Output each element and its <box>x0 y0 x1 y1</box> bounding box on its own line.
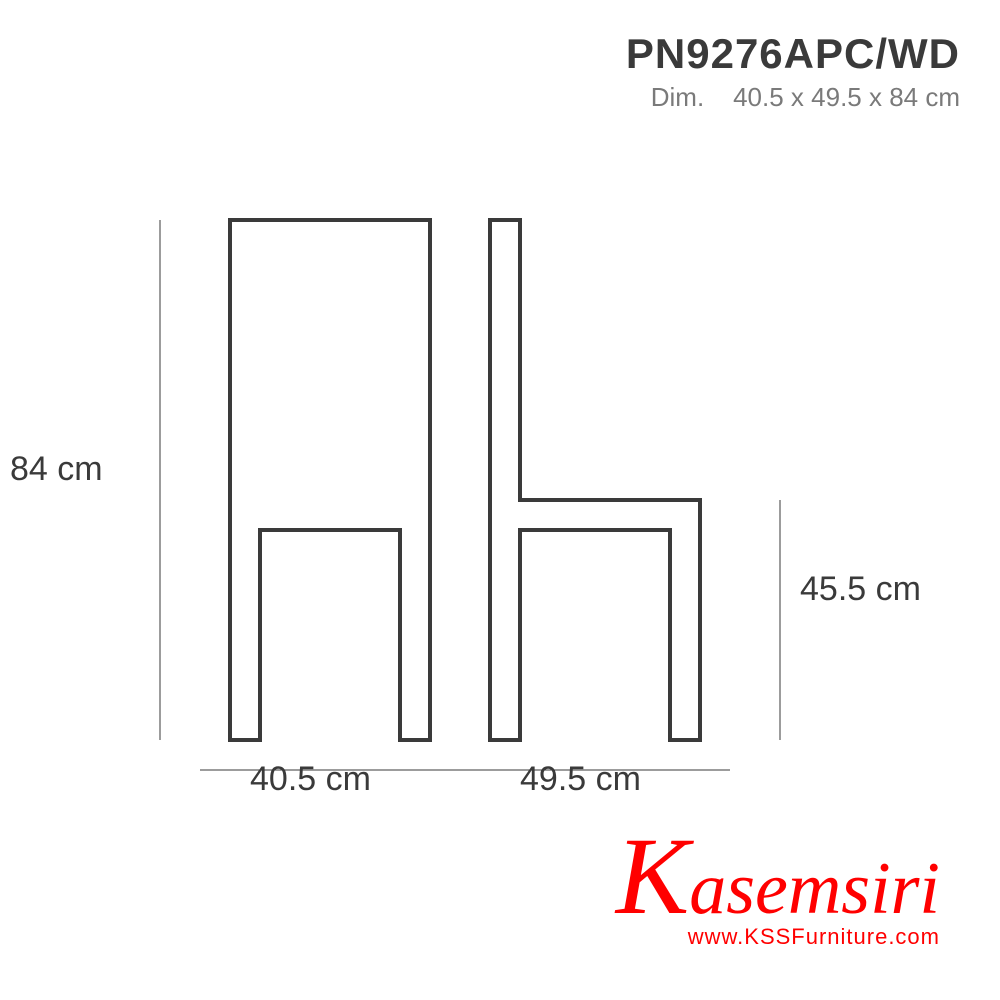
dim-values: 40.5 x 49.5 x 84 cm <box>733 82 960 112</box>
chair-outline-svg <box>60 180 940 800</box>
dimension-diagram: 84 cm 40.5 cm 49.5 cm 45.5 cm <box>60 180 940 800</box>
dim-prefix: Dim. <box>651 82 704 112</box>
product-model: PN9276APC/WD <box>626 30 960 78</box>
brand-block: Kasemsiri www.KSSFurniture.com <box>616 827 940 950</box>
brand-rest: asemsiri <box>689 848 940 930</box>
label-height: 84 cm <box>10 450 103 489</box>
label-seat-height: 45.5 cm <box>800 570 921 609</box>
label-depth: 49.5 cm <box>520 760 641 799</box>
brand-first-char: K <box>616 815 689 937</box>
brand-logo: Kasemsiri <box>616 827 940 926</box>
product-dimensions: Dim. 40.5 x 49.5 x 84 cm <box>626 82 960 113</box>
header-block: PN9276APC/WD Dim. 40.5 x 49.5 x 84 cm <box>626 30 960 113</box>
label-width: 40.5 cm <box>250 760 371 799</box>
